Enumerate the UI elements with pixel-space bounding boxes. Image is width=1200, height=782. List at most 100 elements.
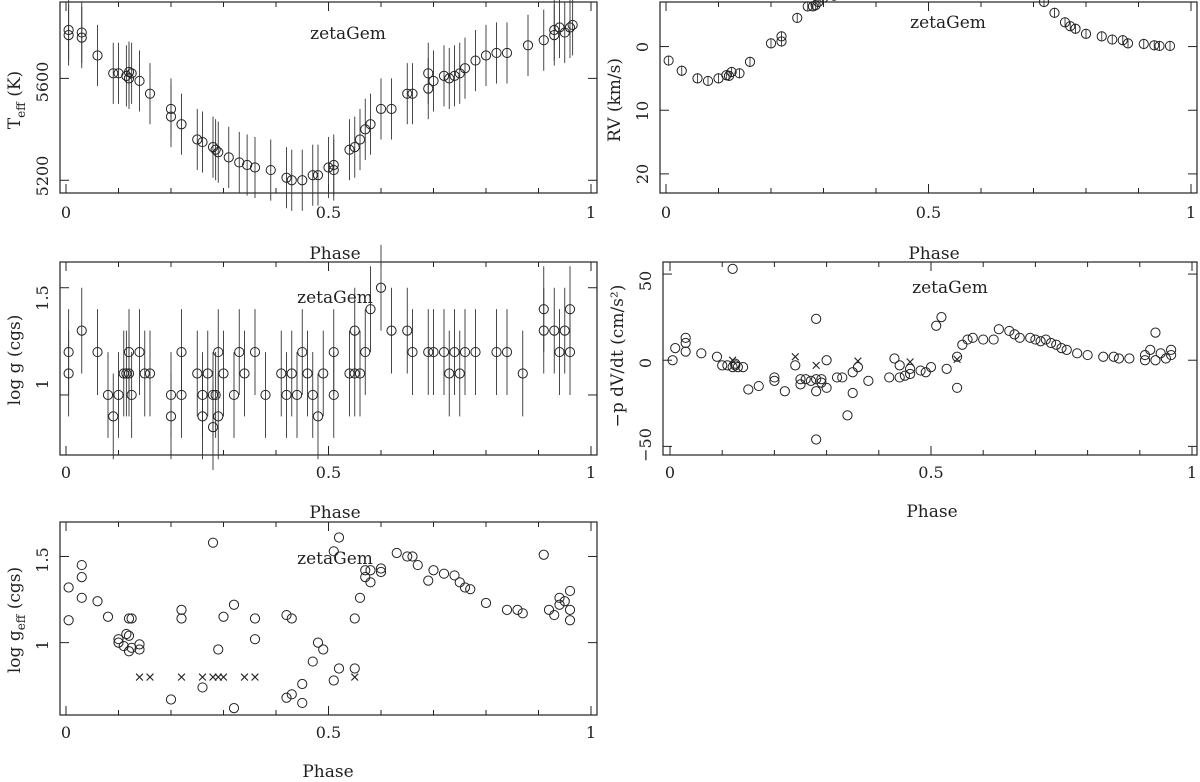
rv-x-tick-label: 0.5 xyxy=(916,203,941,222)
data-point xyxy=(538,549,549,560)
data-point xyxy=(952,382,963,393)
data-point xyxy=(663,55,674,66)
teff-y-axis-label: Teff (K) xyxy=(5,71,28,129)
rv-y-tick-label: 20 xyxy=(633,164,652,184)
data-point xyxy=(962,334,973,345)
data-point xyxy=(800,374,811,385)
data-point xyxy=(63,346,74,358)
data-point xyxy=(967,332,978,343)
data-point xyxy=(1025,332,1036,343)
data-point xyxy=(349,368,360,379)
data-point xyxy=(307,656,318,667)
data-point xyxy=(905,368,916,380)
data-point xyxy=(734,68,745,79)
data-point xyxy=(249,162,261,173)
data-point xyxy=(260,389,271,401)
data-point xyxy=(428,75,439,87)
data-point xyxy=(354,368,366,379)
teff-x-tick-label: 0.5 xyxy=(316,203,341,222)
logg-x-tick-label: 1 xyxy=(586,463,596,482)
data-point xyxy=(727,362,738,373)
data-point xyxy=(438,346,450,358)
data-point xyxy=(207,422,219,433)
data-point xyxy=(108,68,119,79)
dvdt-y-tick-label: −50 xyxy=(636,428,655,462)
data-point xyxy=(323,162,334,173)
data-point xyxy=(281,609,292,621)
loggeff-y-tick-label: 1 xyxy=(33,640,52,650)
data-point xyxy=(1056,343,1067,354)
data-point xyxy=(811,386,822,397)
data-point xyxy=(988,334,999,345)
data-point xyxy=(852,362,864,373)
data-point xyxy=(297,175,308,186)
cross-marker xyxy=(251,673,259,681)
logg-error-bars xyxy=(68,244,571,471)
data-point xyxy=(286,613,297,624)
data-point xyxy=(265,164,276,176)
data-point xyxy=(1038,0,1050,8)
data-point xyxy=(554,22,565,33)
data-point xyxy=(1080,28,1092,39)
data-point xyxy=(234,157,245,168)
data-point xyxy=(559,27,570,38)
data-point xyxy=(207,142,219,153)
data-point xyxy=(328,546,339,557)
data-point xyxy=(459,63,471,74)
data-point xyxy=(126,389,137,401)
data-point xyxy=(328,164,339,176)
data-point xyxy=(438,70,450,81)
dvdt-plot-frame xyxy=(662,261,1198,456)
rv-ticks xyxy=(660,2,1197,193)
data-point xyxy=(423,68,434,79)
data-point xyxy=(438,568,450,579)
data-point xyxy=(1139,349,1151,361)
data-point xyxy=(941,363,952,374)
data-point xyxy=(108,411,119,422)
loggeff-y-tick-label: 1.5 xyxy=(33,547,52,572)
data-point xyxy=(144,88,156,99)
teff-ticks xyxy=(60,2,597,193)
data-point xyxy=(333,663,345,674)
data-point xyxy=(349,613,360,624)
cross-marker xyxy=(177,673,186,681)
data-point xyxy=(567,19,578,31)
rv-y-tick-label: 10 xyxy=(633,101,652,121)
data-point xyxy=(328,389,339,401)
data-point xyxy=(318,644,329,655)
data-point xyxy=(1004,325,1015,337)
loggeff-x-axis-label: Phase xyxy=(302,762,353,782)
data-point xyxy=(428,346,439,358)
teff-title: zetaGem xyxy=(310,24,386,44)
data-point xyxy=(1155,348,1166,359)
data-point xyxy=(805,375,817,387)
data-point xyxy=(1149,40,1160,51)
data-point xyxy=(307,170,318,181)
rv-y-tick-labels: 0 10 20 xyxy=(633,42,652,184)
data-point xyxy=(375,566,387,578)
data-point xyxy=(894,372,905,383)
cross-stroke xyxy=(350,673,359,681)
data-point xyxy=(286,368,297,379)
data-point xyxy=(349,325,360,336)
data-point xyxy=(1065,21,1076,32)
data-point xyxy=(213,411,224,422)
data-point xyxy=(213,644,224,655)
data-point xyxy=(402,551,413,562)
cross-marker xyxy=(812,361,820,370)
data-point xyxy=(349,663,360,674)
teff-x-tick-label: 1 xyxy=(586,203,596,222)
data-point xyxy=(249,346,261,358)
data-point xyxy=(365,119,376,130)
data-point xyxy=(538,304,549,315)
data-point xyxy=(118,640,129,652)
data-point xyxy=(197,682,208,693)
logg-x-axis-label: Phase xyxy=(309,503,360,523)
data-point xyxy=(779,386,790,397)
rv-x-tick-label: 1 xyxy=(1186,203,1196,222)
data-point xyxy=(118,368,129,379)
data-point xyxy=(192,368,203,379)
logg-title: zetaGem xyxy=(297,288,373,308)
dvdt-panel: 0 0.5 1 −50 0 50 zetaGem Phase −p dV/dt … xyxy=(608,261,1198,522)
rv-y-axis-label: RV (km/s) xyxy=(605,58,625,142)
